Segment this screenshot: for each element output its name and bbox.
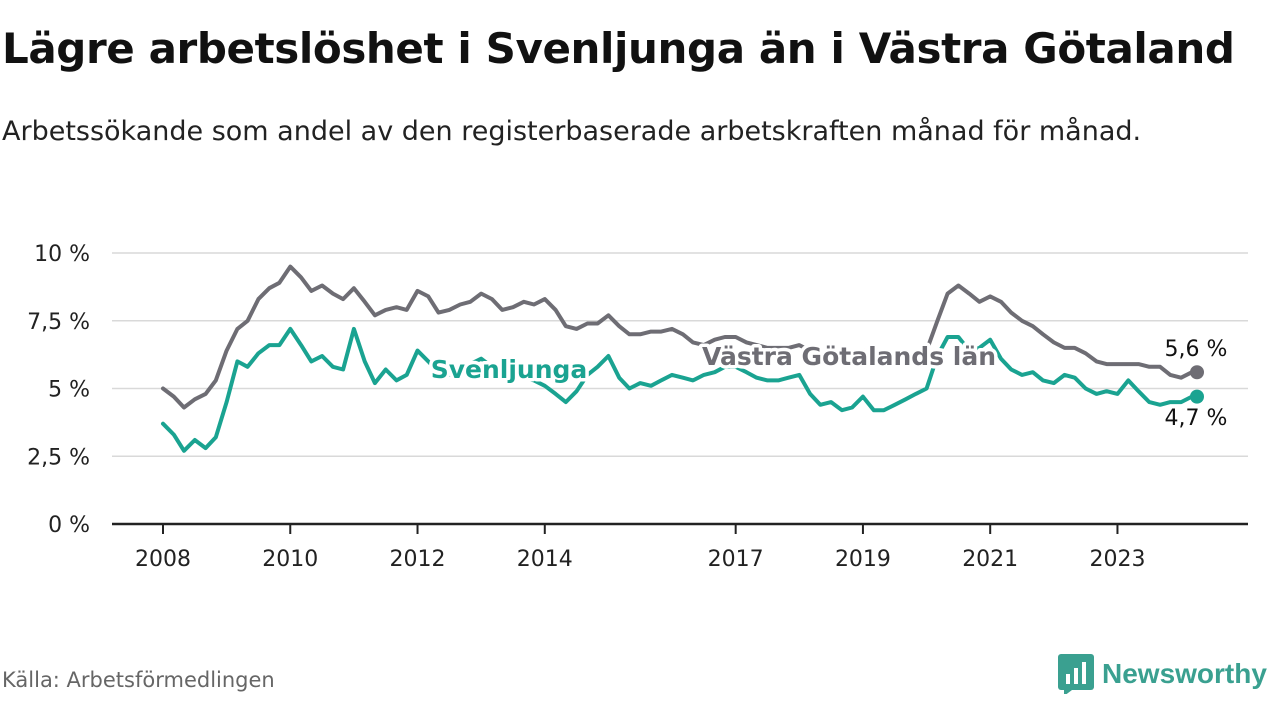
x-tick-label: 2010	[262, 547, 318, 572]
source-note: Källa: Arbetsförmedlingen	[2, 668, 275, 692]
series-lines	[161, 264, 1204, 453]
y-tick-label: 2,5 %	[27, 445, 90, 470]
x-tick-label: 2019	[835, 547, 891, 572]
svenljunga-line	[161, 326, 1199, 453]
vastra-series-label: Västra Götalands län	[702, 342, 996, 371]
gridlines	[112, 252, 1248, 457]
chart-title: Lägre arbetslöshet i Svenljunga än i Väs…	[2, 24, 1235, 73]
x-tick-label: 2017	[708, 547, 764, 572]
y-tick-label: 7,5 %	[27, 310, 90, 335]
x-tick-label: 2014	[517, 547, 573, 572]
newsworthy-icon	[1058, 654, 1094, 694]
x-tick-label: 2012	[390, 547, 446, 572]
x-axis-ticks: 2008 2010 2012 2014 2017 2019 2021 2023	[135, 524, 1145, 572]
vastra-gotaland-line	[161, 264, 1199, 410]
chart-subtitle: Arbetssökande som andel av den registerb…	[2, 116, 1142, 147]
brand-name: Newsworthy	[1102, 658, 1267, 689]
svenljunga-end-point	[1190, 389, 1204, 404]
vastra-end-label: 5,6 %	[1165, 337, 1228, 362]
x-tick-label: 2023	[1089, 547, 1145, 572]
series-labels: 5,6 % 4,7 % Svenljunga Västra Götalands län	[427, 337, 1228, 431]
vastra-gotaland-end-point	[1190, 365, 1204, 380]
y-tick-label: 5 %	[48, 378, 90, 403]
x-tick-label: 2008	[135, 547, 191, 572]
y-tick-label: 10 %	[34, 242, 90, 267]
svenljunga-series-label: Svenljunga	[431, 355, 588, 384]
x-tick-label: 2021	[962, 547, 1018, 572]
y-axis-ticks: 0 % 2,5 % 5 % 7,5 % 10 %	[27, 242, 90, 538]
line-chart: 0 % 2,5 % 5 % 7,5 % 10 % 2008 2010 2012 2014 201…	[27, 242, 1248, 572]
newsworthy-logo: Newsworthy	[1058, 654, 1267, 694]
svenljunga-end-label: 4,7 %	[1165, 406, 1228, 431]
y-tick-label: 0 %	[48, 513, 90, 538]
